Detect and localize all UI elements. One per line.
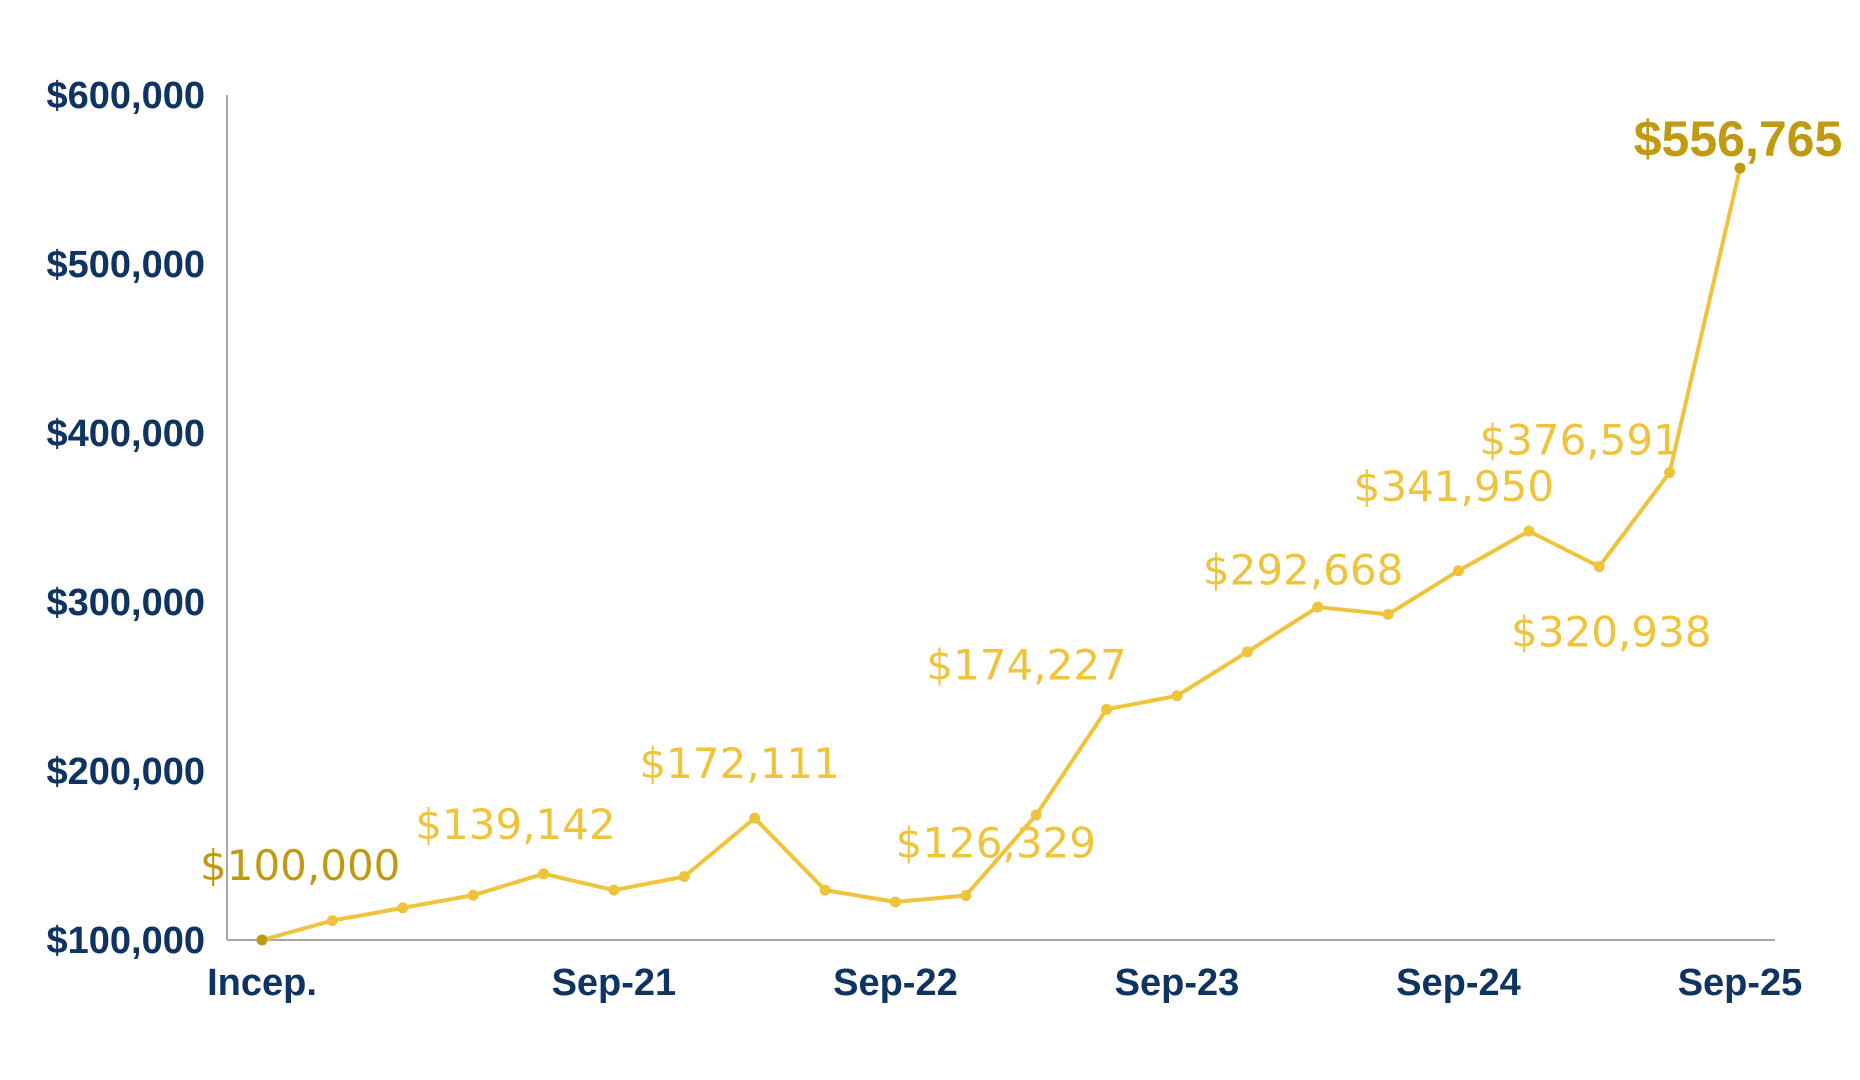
axes [226,95,1775,941]
data-labels: $100,000 $139,142 $172,111 $126,329 $174,227… [200,111,1842,890]
x-tick-label: Sep-24 [1396,962,1521,1004]
x-tick-label: Sep-25 [1678,962,1803,1004]
data-label: $376,591 [1479,416,1679,465]
data-label: $172,111 [639,739,839,788]
data-point [1171,690,1183,702]
data-label: $341,950 [1354,462,1554,511]
data-label: $292,668 [1203,545,1403,594]
data-point [678,871,690,883]
x-tick-label: Sep-23 [1115,962,1240,1004]
y-tick-label: $300,000 [47,582,206,624]
series-line [261,167,1742,942]
data-point [1523,525,1535,537]
y-tick-label: $600,000 [47,75,206,117]
data-point [749,812,761,824]
x-tick-label: Sep-21 [552,962,677,1004]
data-label: $100,000 [200,841,400,890]
data-point [960,890,972,902]
data-point [889,896,901,908]
data-point [397,902,409,914]
data-point [256,934,268,946]
data-point [538,868,550,880]
data-label: $174,227 [926,640,1126,689]
data-point [819,884,831,896]
x-tick-label: Incep. [207,962,317,1004]
data-label: $556,765 [1634,111,1843,167]
data-point [1664,467,1676,479]
y-tick-labels: $100,000 $200,000 $300,000 $400,000 $500,000… [47,75,206,962]
y-tick-label: $400,000 [47,413,206,455]
data-point [1101,703,1113,715]
x-tick-label: Sep-22 [833,962,958,1004]
data-point [1593,561,1605,573]
y-tick-label: $100,000 [47,920,206,962]
data-point [1734,162,1746,174]
data-point [1382,608,1394,620]
data-label: $320,938 [1511,608,1711,657]
data-point [1241,646,1253,658]
data-point [608,884,620,896]
y-tick-label: $200,000 [47,751,206,793]
series-group [256,162,1746,946]
data-label: $139,142 [415,800,615,849]
x-tick-labels: Incep. Sep-21 Sep-22 Sep-23 Sep-24 Sep-25 [207,962,1802,1004]
data-point [1312,601,1324,613]
data-point [326,915,338,927]
data-point [1452,565,1464,577]
data-point [467,889,479,901]
y-tick-label: $500,000 [47,244,206,286]
data-label: $126,329 [896,819,1096,868]
data-point [1030,809,1042,821]
